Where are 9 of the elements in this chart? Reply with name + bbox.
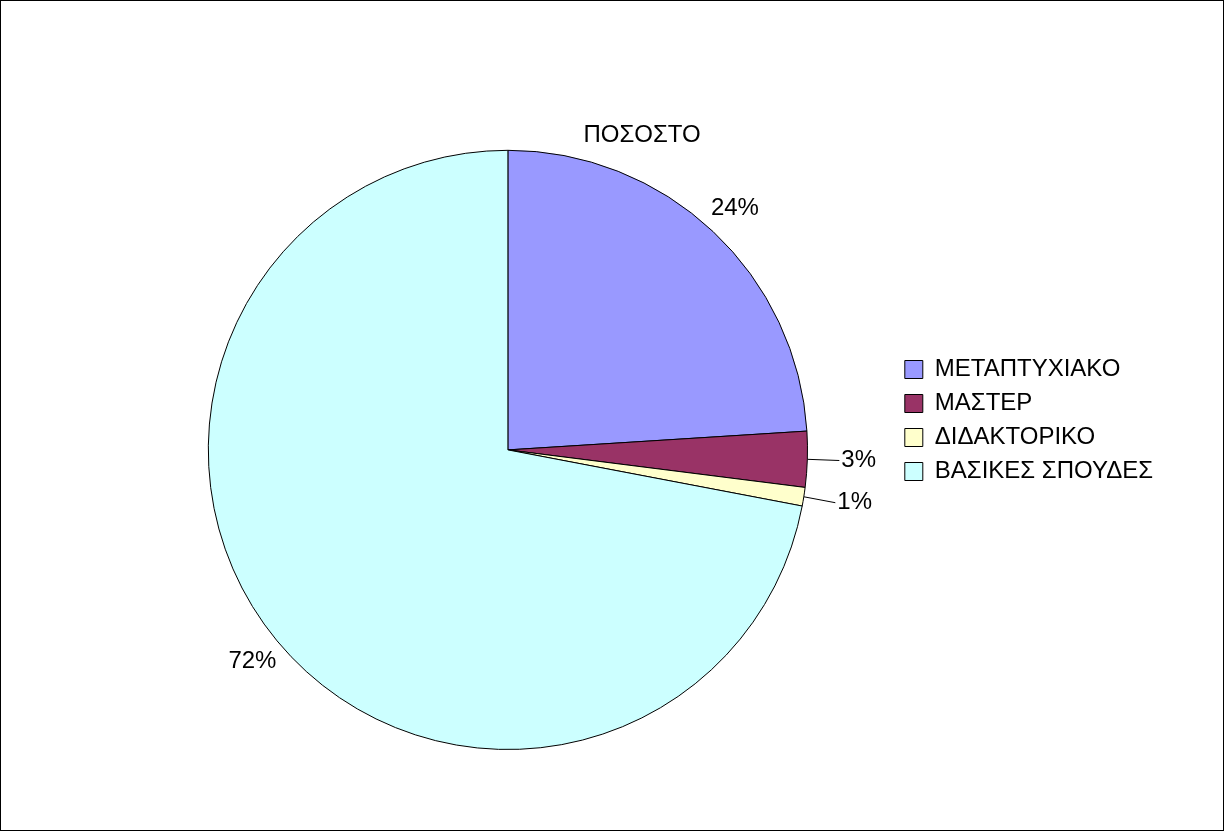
chart-title: ΠΟΣΟΣΤΟ — [583, 120, 701, 148]
legend-label: ΔΙΔΑΚΤΟΡΙΚΟ — [934, 422, 1096, 450]
legend-label: ΒΑΣΙΚΕΣ ΣΠΟΥΔΕΣ — [934, 456, 1153, 484]
data-label: 3% — [841, 445, 877, 473]
data-label: 24% — [710, 192, 759, 220]
data-label: 72% — [228, 645, 277, 673]
legend-label: ΜΑΣΤΕΡ — [934, 388, 1033, 416]
legend-label: ΜΕΤΑΠΤΥΧΙΑΚΟ — [934, 354, 1121, 382]
data-label: 1% — [837, 487, 873, 515]
